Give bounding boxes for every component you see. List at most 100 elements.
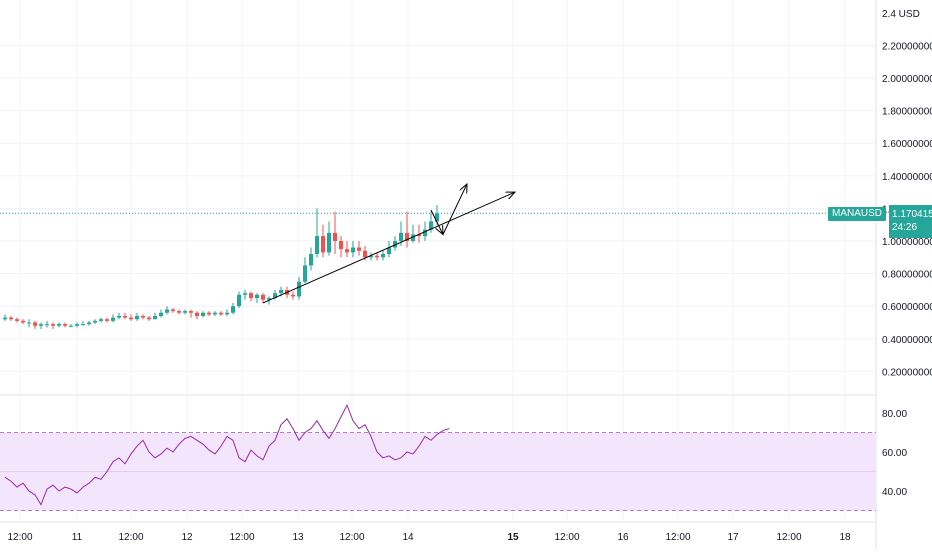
last-price-value: 1.17041519 <box>892 209 932 220</box>
last-price-tag: MANAUSD 1.17041519 24:26 <box>828 205 932 238</box>
price-tick-label: 0.20000000 <box>882 367 932 378</box>
candle-body <box>189 311 193 313</box>
time-tick-label: 15 <box>507 532 519 543</box>
price-tick-label: 1.60000000 <box>882 139 932 150</box>
last-price-box: 1.17041519 24:26 <box>889 205 932 238</box>
time-tick-label: 12:00 <box>776 532 801 543</box>
candle-body <box>237 294 241 307</box>
candle-body <box>327 232 331 253</box>
rsi-tick-label: 80.00 <box>882 409 907 420</box>
time-tick-label: 12:00 <box>229 532 254 543</box>
candle-body <box>9 317 13 320</box>
candle-body <box>261 294 265 300</box>
candle-body <box>321 236 325 253</box>
candle-body <box>279 289 283 294</box>
time-tick-label: 11 <box>72 532 83 543</box>
candle-body <box>111 317 115 321</box>
price-tick-label: 1.40000000 <box>882 172 932 183</box>
candle-body <box>33 322 37 326</box>
candle-body <box>213 312 217 315</box>
candle-body <box>243 293 247 295</box>
rsi-band <box>0 432 876 511</box>
time-tick-label: 16 <box>617 532 629 543</box>
candle-body <box>105 319 109 321</box>
candle-body <box>381 254 385 258</box>
rsi-tick-label: 60.00 <box>882 448 907 459</box>
candle-body <box>57 324 61 326</box>
candle-body <box>297 281 301 297</box>
candle-body <box>423 229 427 237</box>
candle-body <box>27 322 31 324</box>
candle-body <box>249 293 253 299</box>
candle-body <box>273 293 277 299</box>
candle-body <box>15 319 19 321</box>
candle-body <box>159 312 163 316</box>
time-tick-label: 12:00 <box>554 532 579 543</box>
candle-body <box>345 249 349 253</box>
price-tick-label: 1.80000000 <box>882 107 932 118</box>
candles <box>3 205 439 330</box>
time-tick-label: 12 <box>181 532 193 543</box>
candle-body <box>63 324 67 326</box>
candle-body <box>93 320 97 323</box>
candle-body <box>219 312 223 315</box>
candle-body <box>333 232 337 241</box>
time-tick-label: 18 <box>839 532 851 543</box>
candle-body <box>399 232 403 241</box>
candle-body <box>357 247 361 251</box>
candle-body <box>81 324 85 326</box>
projection-up-arrow[interactable] <box>442 184 467 235</box>
rsi-line <box>4 403 450 506</box>
price-tick-label: 0.40000000 <box>882 335 932 346</box>
candle-body <box>117 315 121 318</box>
candle-body <box>339 241 343 250</box>
candle-body <box>231 306 235 313</box>
candle-body <box>207 312 211 315</box>
candle-body <box>171 309 175 312</box>
trend-line[interactable] <box>262 192 515 304</box>
candle-body <box>405 232 409 241</box>
price-axis-unit: 2.4 USD <box>882 9 920 20</box>
candle-body <box>267 298 271 300</box>
candle-body <box>291 294 295 297</box>
bar-countdown: 24:26 <box>892 222 918 233</box>
candle-body <box>387 247 391 255</box>
candle-body <box>87 322 91 325</box>
time-tick-label: 12:00 <box>665 532 690 543</box>
candle-body <box>375 255 379 258</box>
candle-body <box>45 324 49 326</box>
candle-body <box>165 309 169 313</box>
candle-body <box>69 325 73 327</box>
projection-down-arrow[interactable] <box>430 209 443 234</box>
candle-body <box>315 236 319 255</box>
candle-body <box>153 315 157 320</box>
time-tick-label: 12:00 <box>118 532 143 543</box>
price-tick-label: 2.20000000 <box>882 41 932 52</box>
candle-body <box>435 213 439 222</box>
candle-body <box>183 311 187 313</box>
candle-body <box>147 317 151 320</box>
candle-body <box>303 265 307 282</box>
candle-body <box>135 315 139 320</box>
drawings[interactable] <box>262 184 515 304</box>
candle-body <box>3 317 7 320</box>
candle-body <box>123 315 127 318</box>
candle-body <box>75 324 79 326</box>
time-tick-label: 17 <box>727 532 739 543</box>
symbol-badge: MANAUSD <box>828 207 887 221</box>
price-tick-label: 0.80000000 <box>882 270 932 281</box>
price-tick-label: 1.00000000 <box>882 237 932 248</box>
rsi-panel <box>4 403 450 506</box>
time-tick-label: 14 <box>402 532 414 543</box>
candle-body <box>99 319 103 321</box>
candle-body <box>417 234 421 237</box>
time-tick-label: 12:00 <box>339 532 364 543</box>
time-tick-label: 13 <box>292 532 304 543</box>
candle-body <box>255 294 259 299</box>
candle-body <box>411 234 415 241</box>
candle-body <box>51 324 55 326</box>
candle-body <box>201 312 205 316</box>
candle-body <box>225 312 229 315</box>
